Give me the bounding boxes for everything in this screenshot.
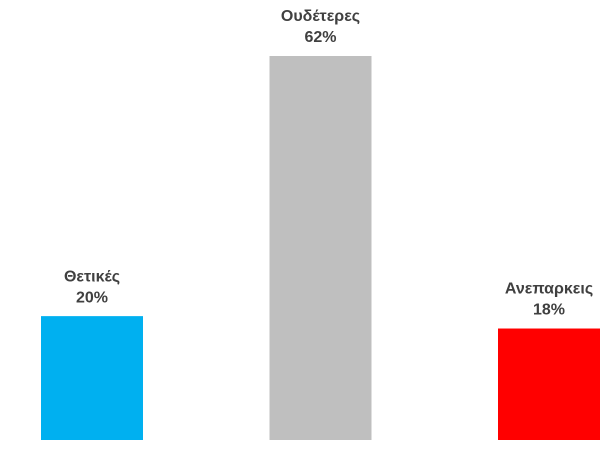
bar	[41, 316, 143, 440]
bar	[498, 328, 600, 440]
category-label: Ουδέτερες	[281, 8, 360, 25]
category-label: Θετικές	[64, 268, 120, 285]
category-label: Ανεπαρκεις	[505, 281, 593, 298]
value-label: 20%	[76, 289, 108, 306]
bar	[269, 56, 372, 440]
value-label: 62%	[304, 29, 336, 46]
value-label: 18%	[533, 302, 565, 319]
